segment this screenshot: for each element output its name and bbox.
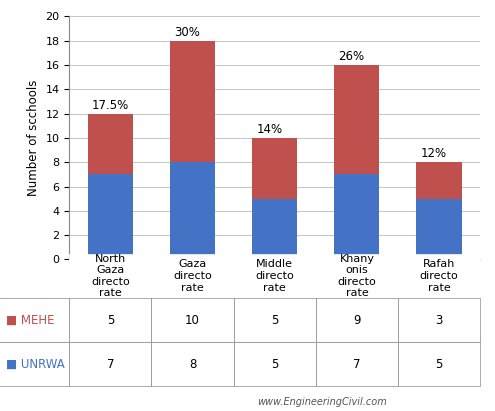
Text: 30%: 30% bbox=[174, 26, 200, 39]
Bar bbox=[416, 199, 462, 259]
Text: 14%: 14% bbox=[256, 123, 282, 136]
Bar bbox=[252, 199, 297, 259]
Text: 26%: 26% bbox=[339, 50, 364, 63]
Text: 17.5%: 17.5% bbox=[92, 99, 129, 112]
Text: www.EngineeringCivil.com: www.EngineeringCivil.com bbox=[257, 397, 387, 407]
Bar bbox=[170, 162, 215, 259]
Bar bbox=[252, 138, 297, 199]
Bar bbox=[334, 174, 380, 259]
Bar bbox=[88, 174, 133, 259]
Bar bbox=[416, 162, 462, 199]
Bar bbox=[170, 41, 215, 162]
Y-axis label: Number of scchools: Number of scchools bbox=[27, 80, 40, 196]
Bar bbox=[334, 65, 380, 174]
Bar bbox=[88, 113, 133, 174]
Text: 12%: 12% bbox=[421, 148, 446, 160]
